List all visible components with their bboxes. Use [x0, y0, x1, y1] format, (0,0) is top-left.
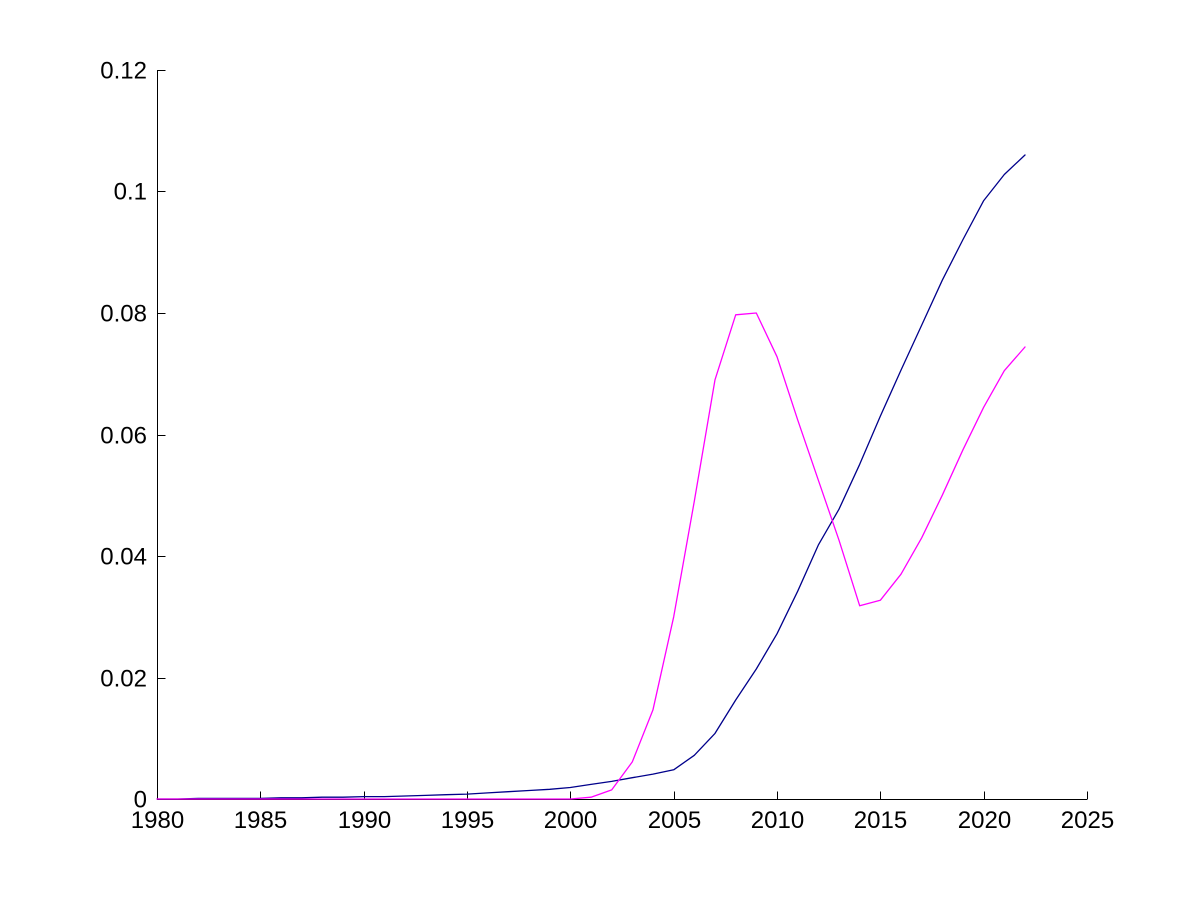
x-tick-label-2025: 2025	[1061, 807, 1114, 834]
x-tick-label-2010: 2010	[751, 807, 804, 834]
x-tick-label-2000: 2000	[544, 807, 597, 834]
dark-blue-series-line	[156, 154, 1026, 800]
x-tick-label-2020: 2020	[958, 807, 1011, 834]
y-tick-label-0: 0	[134, 787, 147, 814]
x-tick-label-2015: 2015	[854, 807, 907, 834]
x-tick-label-1990: 1990	[338, 807, 391, 834]
x-tick-label-1995: 1995	[441, 807, 494, 834]
x-tick-label-1980: 1980	[131, 807, 184, 834]
magenta-series-line	[156, 312, 1026, 800]
y-tick-label-0.04: 0.04	[100, 544, 147, 571]
x-tick-label-1985: 1985	[234, 807, 287, 834]
y-tick-label-0.02: 0.02	[100, 666, 147, 693]
y-tick-label-0.12: 0.12	[100, 58, 147, 85]
x-tick-label-2005: 2005	[648, 807, 701, 834]
y-tick-label-0.1: 0.1	[114, 179, 147, 206]
y-tick-label-0.06: 0.06	[100, 423, 147, 450]
y-tick-label-0.08: 0.08	[100, 301, 147, 328]
